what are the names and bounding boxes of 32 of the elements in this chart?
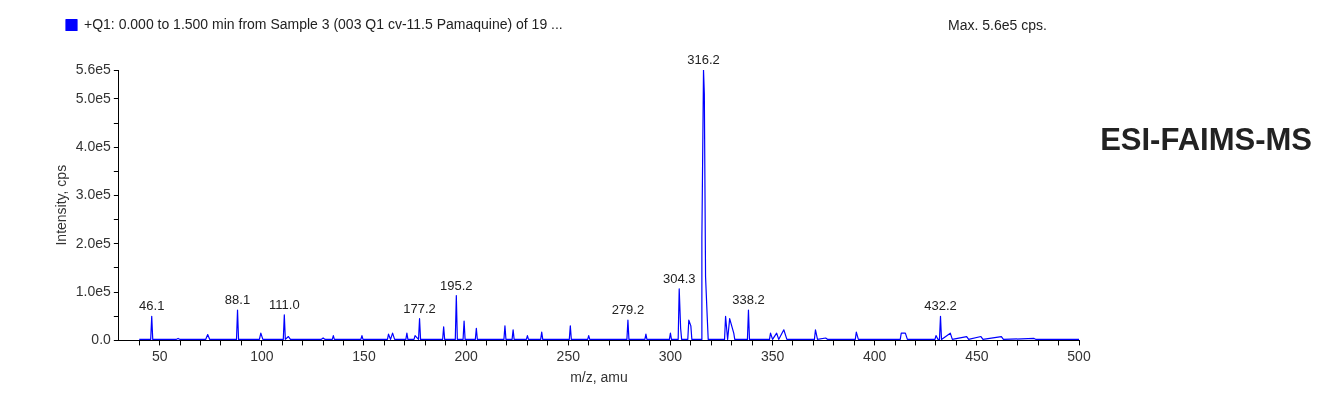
x-tick-label: 50 [151,347,168,364]
x-axis-title: m/z, amu [570,369,628,386]
text: ESI-FAIMS-MS [1100,121,1312,157]
x-tick-label: 400 [863,347,887,364]
y-tick-label: 5.0e5 [75,89,112,106]
y-axis-title: Intensity, cps [53,164,70,246]
x-tick-label: 150 [352,347,376,364]
y-tick-label: 5.6e5 [75,60,112,77]
y-tick-label: 1.0e5 [75,282,112,299]
text: Max. 5.6e5 cps. [948,16,1047,33]
annotation: 177.2 [403,300,436,316]
x-tick-label: 100 [250,347,274,364]
y-tick-label: 3.0e5 [75,186,112,203]
annotation: 432.2 [924,298,957,314]
x-tick-label: 500 [1067,347,1091,364]
y-tick-label: 4.0e5 [75,138,112,155]
annotation: 195.2 [440,277,473,293]
annotation: 88.1 [224,292,251,308]
x-tick-label: 300 [658,347,683,364]
x-tick-label: 450 [965,347,989,364]
annotation: 338.2 [732,292,765,308]
y-tick-label: 2.0e5 [75,234,112,251]
y-tick-label: 0.0 [91,331,112,348]
x-tick-label: 200 [454,347,479,364]
annotation: 46.1 [139,298,165,314]
x-tick-label: 350 [760,347,785,364]
x-tick-label: 250 [556,347,581,364]
legend-label: +Q1: 0.000 to 1.500 min from Sample 3 (003 Q1 cv-11.5 Pamaquine) of 19 ... [84,15,563,32]
annotation: 279.2 [611,302,645,318]
annotation: 304.3 [662,270,696,286]
annotation: 316.2 [687,52,720,68]
annotation: 111.0 [269,296,300,312]
